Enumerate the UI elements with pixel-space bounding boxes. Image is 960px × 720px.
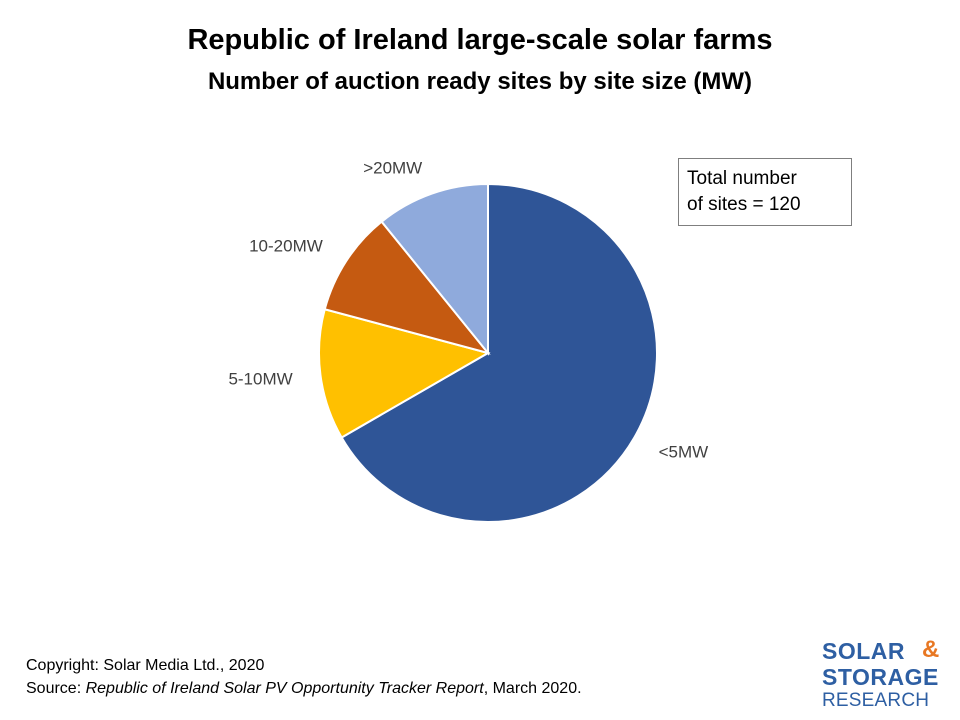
copyright-text: Copyright: Solar Media Ltd., 2020 (26, 657, 265, 674)
source-text: Source: Republic of Ireland Solar PV Opp… (26, 677, 582, 700)
slice-label-1: <5MW (659, 443, 709, 462)
logo-research-text: RESEARCH (822, 690, 930, 711)
pie-slice-2 (318, 308, 491, 439)
source-suffix: , March 2020. (483, 680, 582, 697)
pie-slice-3 (323, 220, 491, 355)
slice-label-3: 10-20MW (249, 237, 323, 256)
chart-subtitle: Number of auction ready sites by site si… (207, 68, 753, 95)
footer: Copyright: Solar Media Ltd., 2020 Source… (26, 654, 582, 700)
source-prefix: Source: (26, 680, 86, 697)
annotation-line-1: Total number (687, 168, 797, 189)
logo-solar-text: SOLAR (822, 638, 905, 664)
chart-title: Republic of Ireland large-scale solar fa… (187, 24, 773, 56)
logo-storage-text: STORAGE (822, 664, 939, 690)
source-report-title: Republic of Ireland Solar PV Opportunity… (85, 680, 484, 697)
annotation-line-2: of sites = 120 (687, 194, 801, 215)
solar-storage-research-logo: SOLAR & STORAGE RESEARCH (822, 636, 952, 712)
logo-ampersand: & (922, 636, 940, 663)
total-sites-annotation: Total number of sites = 120 (678, 158, 852, 226)
pie-slice-1 (340, 182, 658, 523)
slice-label-4: >20MW (363, 158, 422, 177)
pie-slice-4 (380, 182, 489, 356)
slice-label-2: 5-10MW (228, 370, 292, 389)
